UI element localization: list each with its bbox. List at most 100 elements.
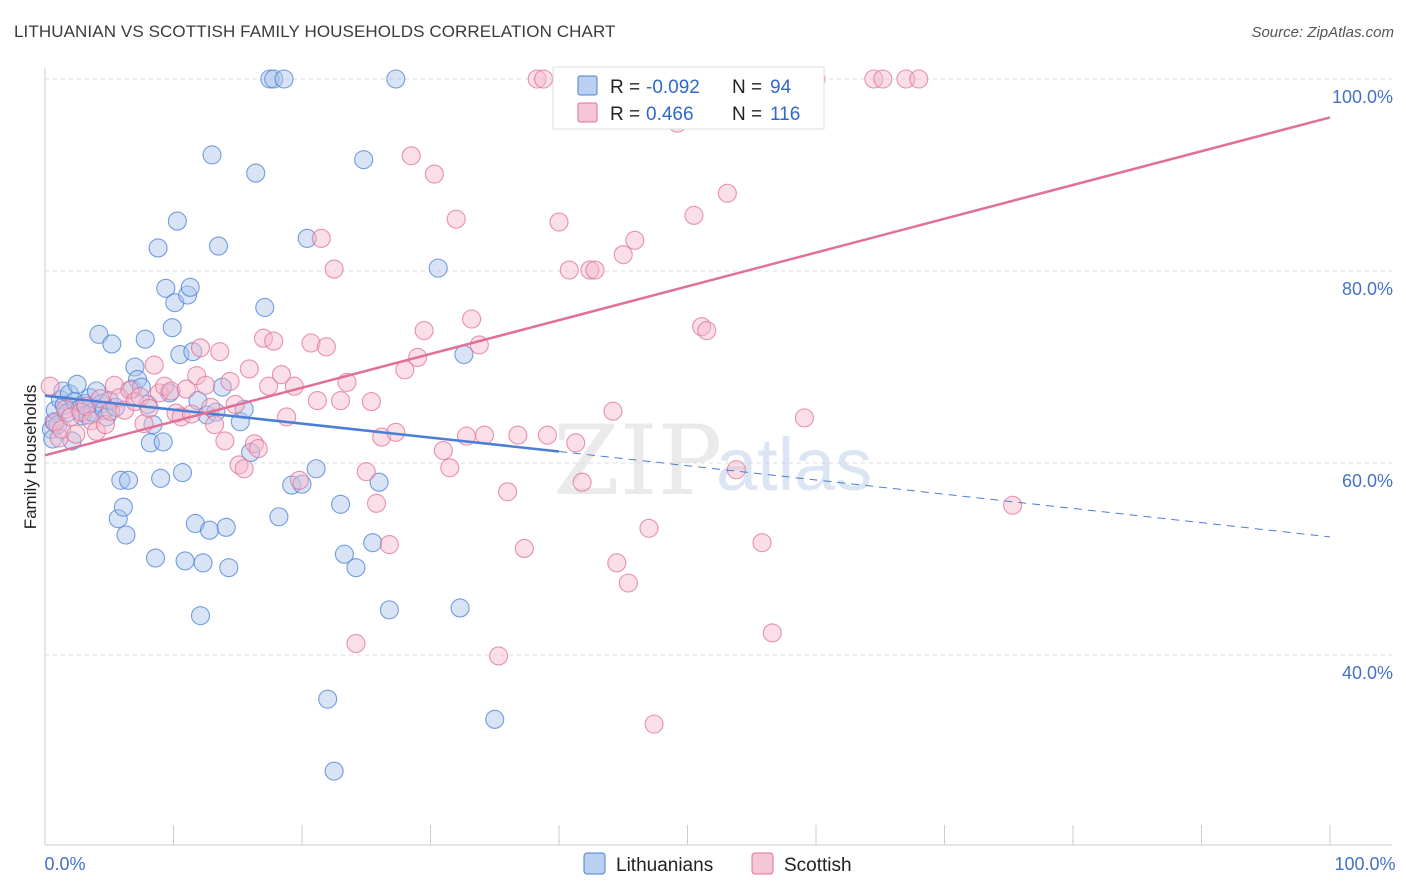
y-tick-label: 80.0% xyxy=(1342,279,1393,299)
legend-swatch-scottish xyxy=(751,852,774,875)
data-point xyxy=(66,424,86,444)
data-point xyxy=(161,381,181,401)
data-point xyxy=(162,318,182,338)
stats-r-label: R = xyxy=(610,77,640,98)
data-point xyxy=(527,69,547,89)
data-point xyxy=(334,544,354,564)
data-point xyxy=(102,334,122,354)
data-point xyxy=(356,462,376,482)
stats-swatch-lithuanians xyxy=(577,75,598,96)
data-point xyxy=(135,329,155,349)
data-point xyxy=(120,380,140,400)
data-point xyxy=(248,439,268,459)
data-point xyxy=(369,472,389,492)
data-point xyxy=(297,228,317,248)
axis-ticks: 0.0% 100.0% 40.0% 60.0% 80.0% 100.0% xyxy=(44,87,1395,874)
data-point xyxy=(259,376,279,396)
data-point xyxy=(909,69,929,89)
data-point xyxy=(269,507,289,527)
data-point xyxy=(366,493,387,513)
data-point xyxy=(196,375,216,395)
data-point xyxy=(446,209,466,229)
data-point xyxy=(210,342,230,362)
data-point xyxy=(316,337,336,357)
data-point xyxy=(1003,495,1023,515)
x-tick-label: 0.0% xyxy=(44,854,85,874)
data-point xyxy=(726,460,746,480)
data-point xyxy=(489,646,509,666)
data-point xyxy=(172,463,193,483)
data-point xyxy=(116,525,136,545)
series-points-scottish xyxy=(40,69,1023,734)
y-axis-title: Family Households xyxy=(21,385,40,530)
data-point xyxy=(324,259,344,279)
data-point xyxy=(289,470,309,490)
data-point xyxy=(219,558,239,578)
data-point xyxy=(307,391,327,411)
data-point xyxy=(144,355,164,375)
data-point xyxy=(167,211,187,231)
data-point xyxy=(234,459,254,479)
chart-title: LITHUANIAN VS SCOTTISH FAMILY HOUSEHOLDS… xyxy=(14,22,616,41)
data-point xyxy=(131,377,151,397)
data-point xyxy=(104,375,124,395)
data-point xyxy=(474,425,495,445)
stats-n-value: 116 xyxy=(770,104,800,125)
data-point xyxy=(111,470,131,490)
data-point xyxy=(386,69,406,89)
legend-label-scottish: Scottish xyxy=(784,855,852,876)
legend-label-lithuanians: Lithuanians xyxy=(616,855,713,876)
data-point xyxy=(205,415,225,435)
data-point xyxy=(401,146,421,166)
data-point xyxy=(255,297,275,318)
data-point xyxy=(274,69,294,89)
data-point xyxy=(67,374,87,394)
data-point xyxy=(752,533,772,553)
data-point xyxy=(414,320,434,341)
trend-line-lithuanians xyxy=(44,394,560,453)
x-tick-label: 100.0% xyxy=(1334,854,1395,874)
data-point xyxy=(175,551,195,571)
data-point xyxy=(607,553,627,573)
data-point xyxy=(508,425,528,445)
data-point xyxy=(379,600,399,620)
data-point xyxy=(215,431,235,451)
data-point xyxy=(193,553,213,573)
data-point xyxy=(361,392,381,412)
data-point xyxy=(639,518,659,538)
data-point xyxy=(311,228,331,248)
data-point xyxy=(354,150,374,170)
data-point xyxy=(379,535,399,555)
data-point xyxy=(618,573,638,593)
data-point xyxy=(264,331,284,351)
data-point xyxy=(185,513,205,534)
data-point xyxy=(625,230,645,250)
data-point xyxy=(330,391,351,411)
data-point xyxy=(794,408,814,428)
stats-n-value: 94 xyxy=(770,77,792,98)
legend: Lithuanians Scottish xyxy=(583,852,852,876)
data-point xyxy=(318,689,338,709)
data-point xyxy=(534,69,554,89)
watermark-atlas: atlas xyxy=(716,423,872,506)
stats-swatch-scottish xyxy=(577,102,598,123)
data-point xyxy=(454,344,474,365)
stats-r-label: R = xyxy=(610,104,640,125)
data-point xyxy=(549,212,569,232)
y-tick-label: 60.0% xyxy=(1342,471,1393,491)
data-point xyxy=(40,376,60,396)
data-point xyxy=(462,309,482,329)
data-point xyxy=(346,633,366,654)
data-point xyxy=(603,401,623,421)
data-point xyxy=(762,623,782,643)
data-point xyxy=(176,379,196,399)
data-point xyxy=(485,709,505,729)
data-point xyxy=(178,285,198,305)
axes xyxy=(44,68,1392,846)
data-points xyxy=(40,69,1023,781)
data-point xyxy=(199,520,220,540)
trend-lines xyxy=(44,116,1331,538)
data-point xyxy=(717,183,737,203)
data-point xyxy=(559,260,579,280)
